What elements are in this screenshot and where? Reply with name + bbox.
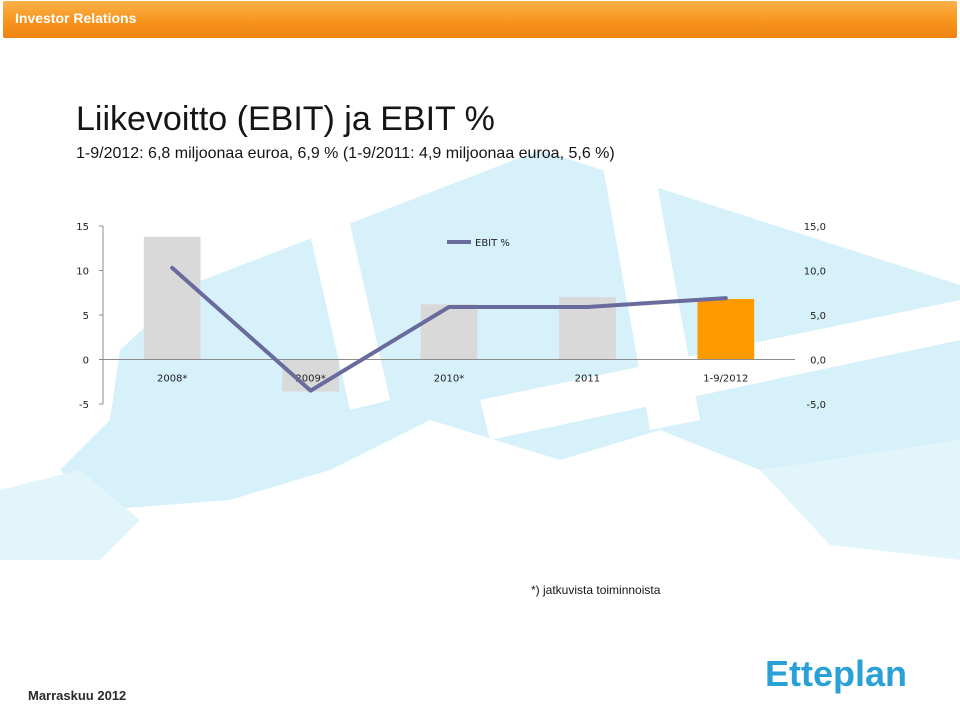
category-label: 1-9/2012: [703, 374, 748, 385]
legend-label-ebit-percent: EBIT %: [475, 238, 510, 249]
ebit-percent-line: [170, 265, 728, 393]
category-label: 2008*: [157, 374, 187, 385]
bar-0: [143, 236, 201, 360]
pattern-shape-lower: [0, 470, 140, 560]
y-tick-label-left: -5: [79, 400, 89, 411]
y-tick-label-right: 10,0: [804, 267, 826, 278]
y-tick-label-left: 10: [76, 267, 89, 278]
y-tick-label-left: 15: [76, 222, 89, 233]
pattern-channel-1: [300, 180, 390, 410]
etteplan-logo: Etteplan: [765, 653, 908, 694]
category-label: 2011: [575, 374, 600, 385]
footnote: *) jatkuvista toiminnoista: [531, 583, 661, 597]
pattern-shape-right: [760, 440, 960, 560]
category-label: 2009*: [295, 374, 325, 385]
header-title: Investor Relations: [15, 10, 137, 26]
y-tick-label-right: 0,0: [810, 356, 826, 367]
category-label: 2010*: [434, 374, 464, 385]
y-tick-label-right: 15,0: [804, 222, 826, 233]
y-tick-label-left: 5: [83, 311, 89, 322]
date-label: Marraskuu 2012: [28, 688, 127, 703]
pattern-channel-2: [480, 300, 960, 440]
pattern-shape-large: [60, 150, 960, 520]
y-tick-label-left: 0: [83, 356, 89, 367]
pattern-channel-3: [600, 145, 700, 430]
bar-4: [697, 298, 755, 360]
header-bar: Investor Relations: [3, 1, 957, 38]
y-tick-label-right: 5,0: [810, 311, 826, 322]
page-subtitle: 1-9/2012: 6,8 miljoonaa euroa, 6,9 % (1-…: [76, 145, 615, 162]
page-title: Liikevoitto (EBIT) ja EBIT %: [76, 100, 495, 138]
y-tick-label-right: -5,0: [806, 400, 826, 411]
bar-2: [420, 304, 478, 360]
